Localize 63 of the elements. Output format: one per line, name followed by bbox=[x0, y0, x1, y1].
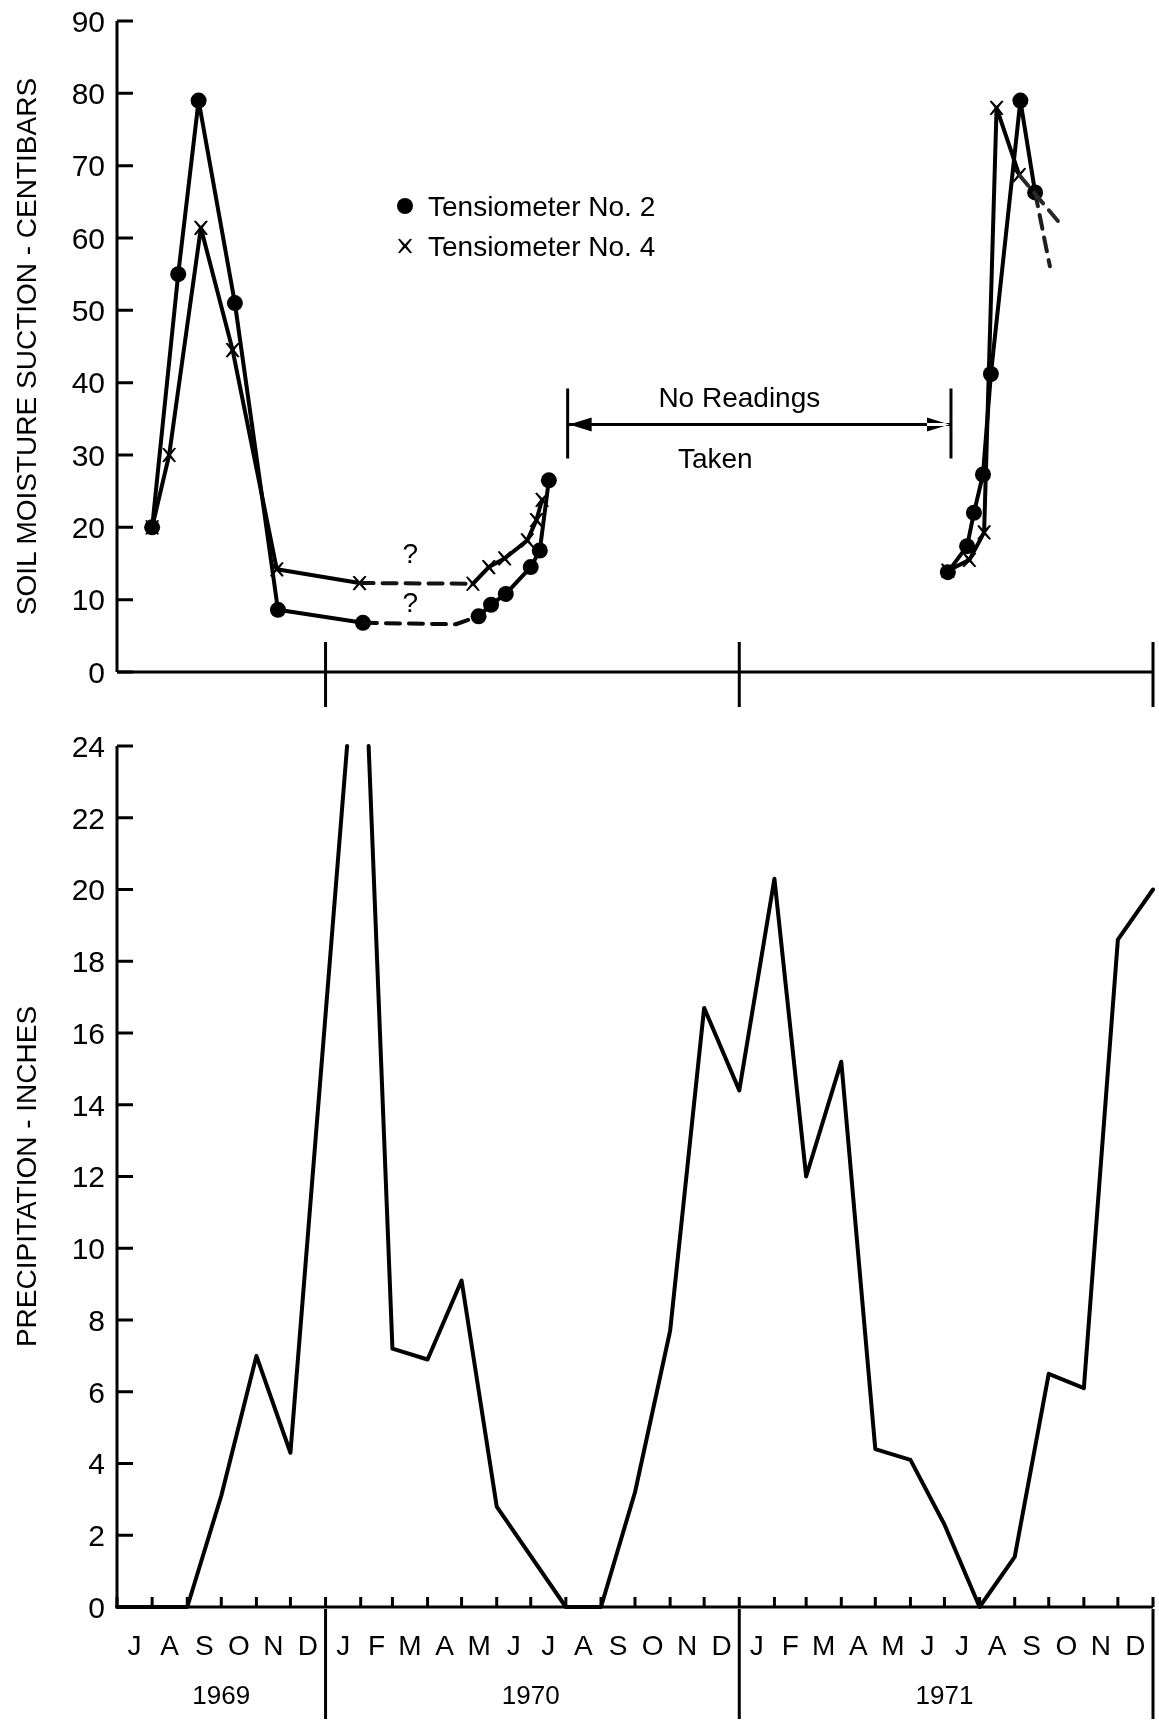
y-tick-label: 12 bbox=[71, 1160, 105, 1194]
y-axis-title: SOIL MOISTURE SUCTION - CENTIBARS bbox=[11, 77, 42, 616]
y-tick-label: 10 bbox=[71, 583, 105, 617]
text: J bbox=[541, 1629, 556, 1661]
text: O bbox=[1055, 1629, 1078, 1661]
text: O bbox=[641, 1629, 664, 1661]
y-tick-label: 16 bbox=[71, 1016, 105, 1050]
text: A bbox=[160, 1629, 180, 1661]
text: A bbox=[574, 1629, 594, 1661]
y-tick-label: 60 bbox=[71, 221, 105, 255]
annotation: ? bbox=[402, 587, 418, 619]
x-tick-label: 1969 bbox=[192, 1680, 251, 1711]
y-tick-label: 20 bbox=[71, 511, 105, 545]
text: D bbox=[1125, 1629, 1146, 1661]
text: J bbox=[127, 1629, 142, 1661]
y-tick-label: 14 bbox=[71, 1088, 105, 1122]
y-tick-label: 90 bbox=[71, 4, 105, 38]
text: S bbox=[194, 1629, 214, 1661]
y-tick-label: 80 bbox=[71, 77, 105, 111]
legend-label: Tensiometer No. 4 bbox=[428, 231, 656, 263]
text: A bbox=[435, 1629, 455, 1661]
text: S bbox=[608, 1629, 628, 1661]
annotation: ? bbox=[402, 538, 418, 570]
text: M bbox=[812, 1629, 836, 1661]
legend-label: Tensiometer No. 2 bbox=[428, 191, 656, 223]
y-tick-label: 0 bbox=[88, 1590, 105, 1624]
annotation: No Readings Taken bbox=[658, 381, 821, 474]
text: M bbox=[881, 1629, 905, 1661]
text: A bbox=[987, 1629, 1007, 1661]
text: J bbox=[955, 1629, 970, 1661]
text: J bbox=[336, 1629, 351, 1661]
text: N bbox=[677, 1629, 698, 1661]
y-tick-label: 50 bbox=[71, 294, 105, 328]
y-tick-label: 24 bbox=[71, 729, 105, 763]
text: F bbox=[781, 1629, 799, 1661]
y-tick-label: 40 bbox=[71, 366, 105, 400]
y-tick-label: 30 bbox=[71, 438, 105, 472]
y-tick-label: 20 bbox=[71, 873, 105, 907]
text: S bbox=[1022, 1629, 1042, 1661]
text: D bbox=[297, 1629, 319, 1661]
y-tick-label: 10 bbox=[71, 1232, 105, 1266]
y-tick-label: 70 bbox=[71, 149, 105, 183]
y-tick-label: 8 bbox=[88, 1303, 105, 1337]
text: F bbox=[368, 1629, 386, 1661]
text: J bbox=[920, 1629, 935, 1661]
text: A bbox=[848, 1629, 868, 1661]
y-tick-label: 2 bbox=[88, 1519, 105, 1553]
text: J bbox=[506, 1629, 521, 1661]
text: M bbox=[398, 1629, 422, 1661]
text: N bbox=[1090, 1629, 1111, 1661]
y-tick-label: 18 bbox=[71, 945, 105, 979]
text: N bbox=[263, 1629, 284, 1661]
x-tick-label: 1970 bbox=[501, 1680, 560, 1711]
y-tick-label: 0 bbox=[88, 655, 105, 689]
text: M bbox=[467, 1629, 491, 1661]
y-tick-label: 6 bbox=[88, 1375, 105, 1409]
text: J bbox=[749, 1629, 764, 1661]
x-tick-label: 1971 bbox=[915, 1680, 974, 1711]
text: D bbox=[711, 1629, 732, 1661]
y-tick-label: 4 bbox=[88, 1447, 105, 1481]
y-tick-label: 22 bbox=[71, 801, 105, 835]
y-axis-title: PRECIPITATION - INCHES bbox=[11, 1005, 42, 1348]
text: O bbox=[227, 1629, 250, 1661]
